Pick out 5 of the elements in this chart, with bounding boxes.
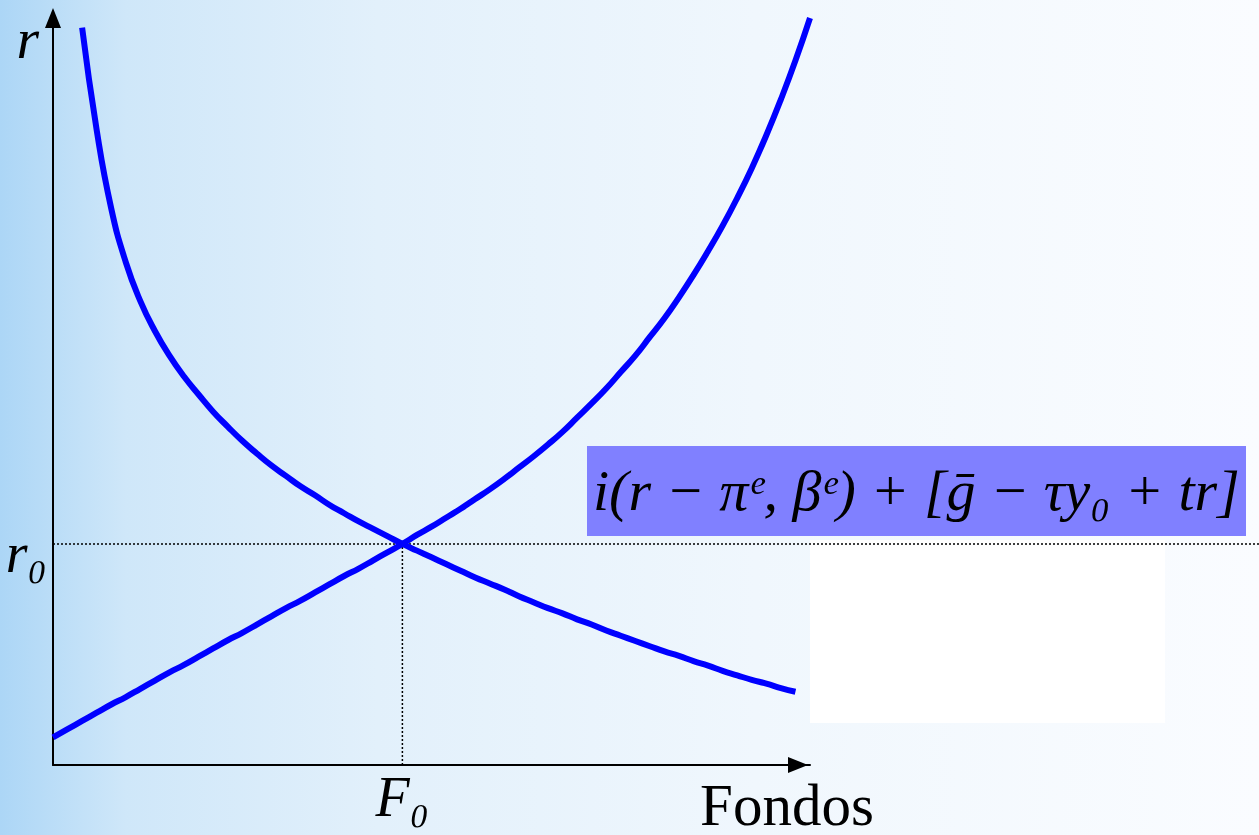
y-axis-title: r [16,5,40,71]
x-axis-title: Fondos [700,771,874,835]
ref-line-label: r₀ [5,521,47,584]
text: F₀ [374,766,430,828]
annotation: i(r − πᵉ, βᵉ) + [ḡ − τy₀ + tr] [587,446,1246,536]
